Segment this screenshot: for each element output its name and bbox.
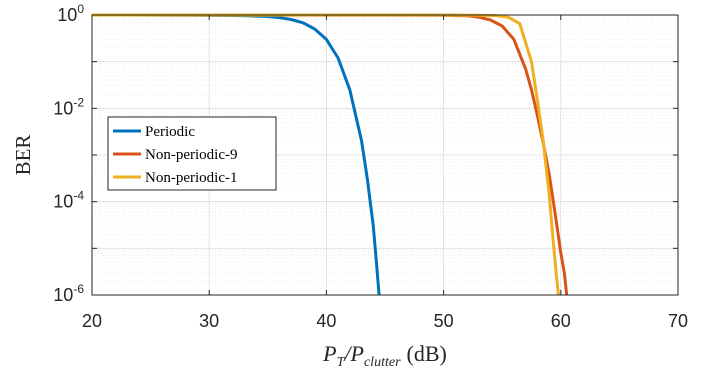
x-tick-labels: 20 30 40 50 60 70 bbox=[82, 311, 688, 331]
x-axis-label-sep: /P bbox=[342, 341, 364, 366]
y-axis-label: BER bbox=[11, 135, 35, 176]
x-tick-label: 40 bbox=[316, 311, 336, 331]
y-tick-label: 100 bbox=[57, 2, 84, 25]
x-tick-label: 50 bbox=[434, 311, 454, 331]
x-tick-label: 20 bbox=[82, 311, 102, 331]
legend-label-2: Non-periodic-9 bbox=[145, 147, 237, 163]
x-axis-label-sub1: T bbox=[337, 355, 346, 370]
y-tick-label: 10-4 bbox=[53, 189, 84, 212]
x-axis-label-main: P bbox=[322, 341, 336, 366]
legend-label-1: Periodic bbox=[145, 124, 195, 140]
x-axis-label-unit: (dB) bbox=[407, 341, 447, 366]
axis-ticks bbox=[91, 14, 679, 296]
y-tick-label: 10-6 bbox=[53, 282, 84, 305]
y-tick-labels: 100 10-2 10-4 10-6 bbox=[53, 2, 84, 305]
x-tick-label: 60 bbox=[551, 311, 571, 331]
x-tick-label: 30 bbox=[199, 311, 219, 331]
x-axis-label: PT/Pclutter (dB) bbox=[322, 341, 447, 370]
x-tick-label: 70 bbox=[668, 311, 688, 331]
legend: Periodic Non-periodic-9 Non-periodic-1 bbox=[107, 116, 277, 191]
legend-label-3: Non-periodic-1 bbox=[145, 170, 237, 186]
y-tick-label: 10-2 bbox=[53, 95, 84, 118]
x-axis-label-sub2: clutter bbox=[364, 355, 401, 370]
